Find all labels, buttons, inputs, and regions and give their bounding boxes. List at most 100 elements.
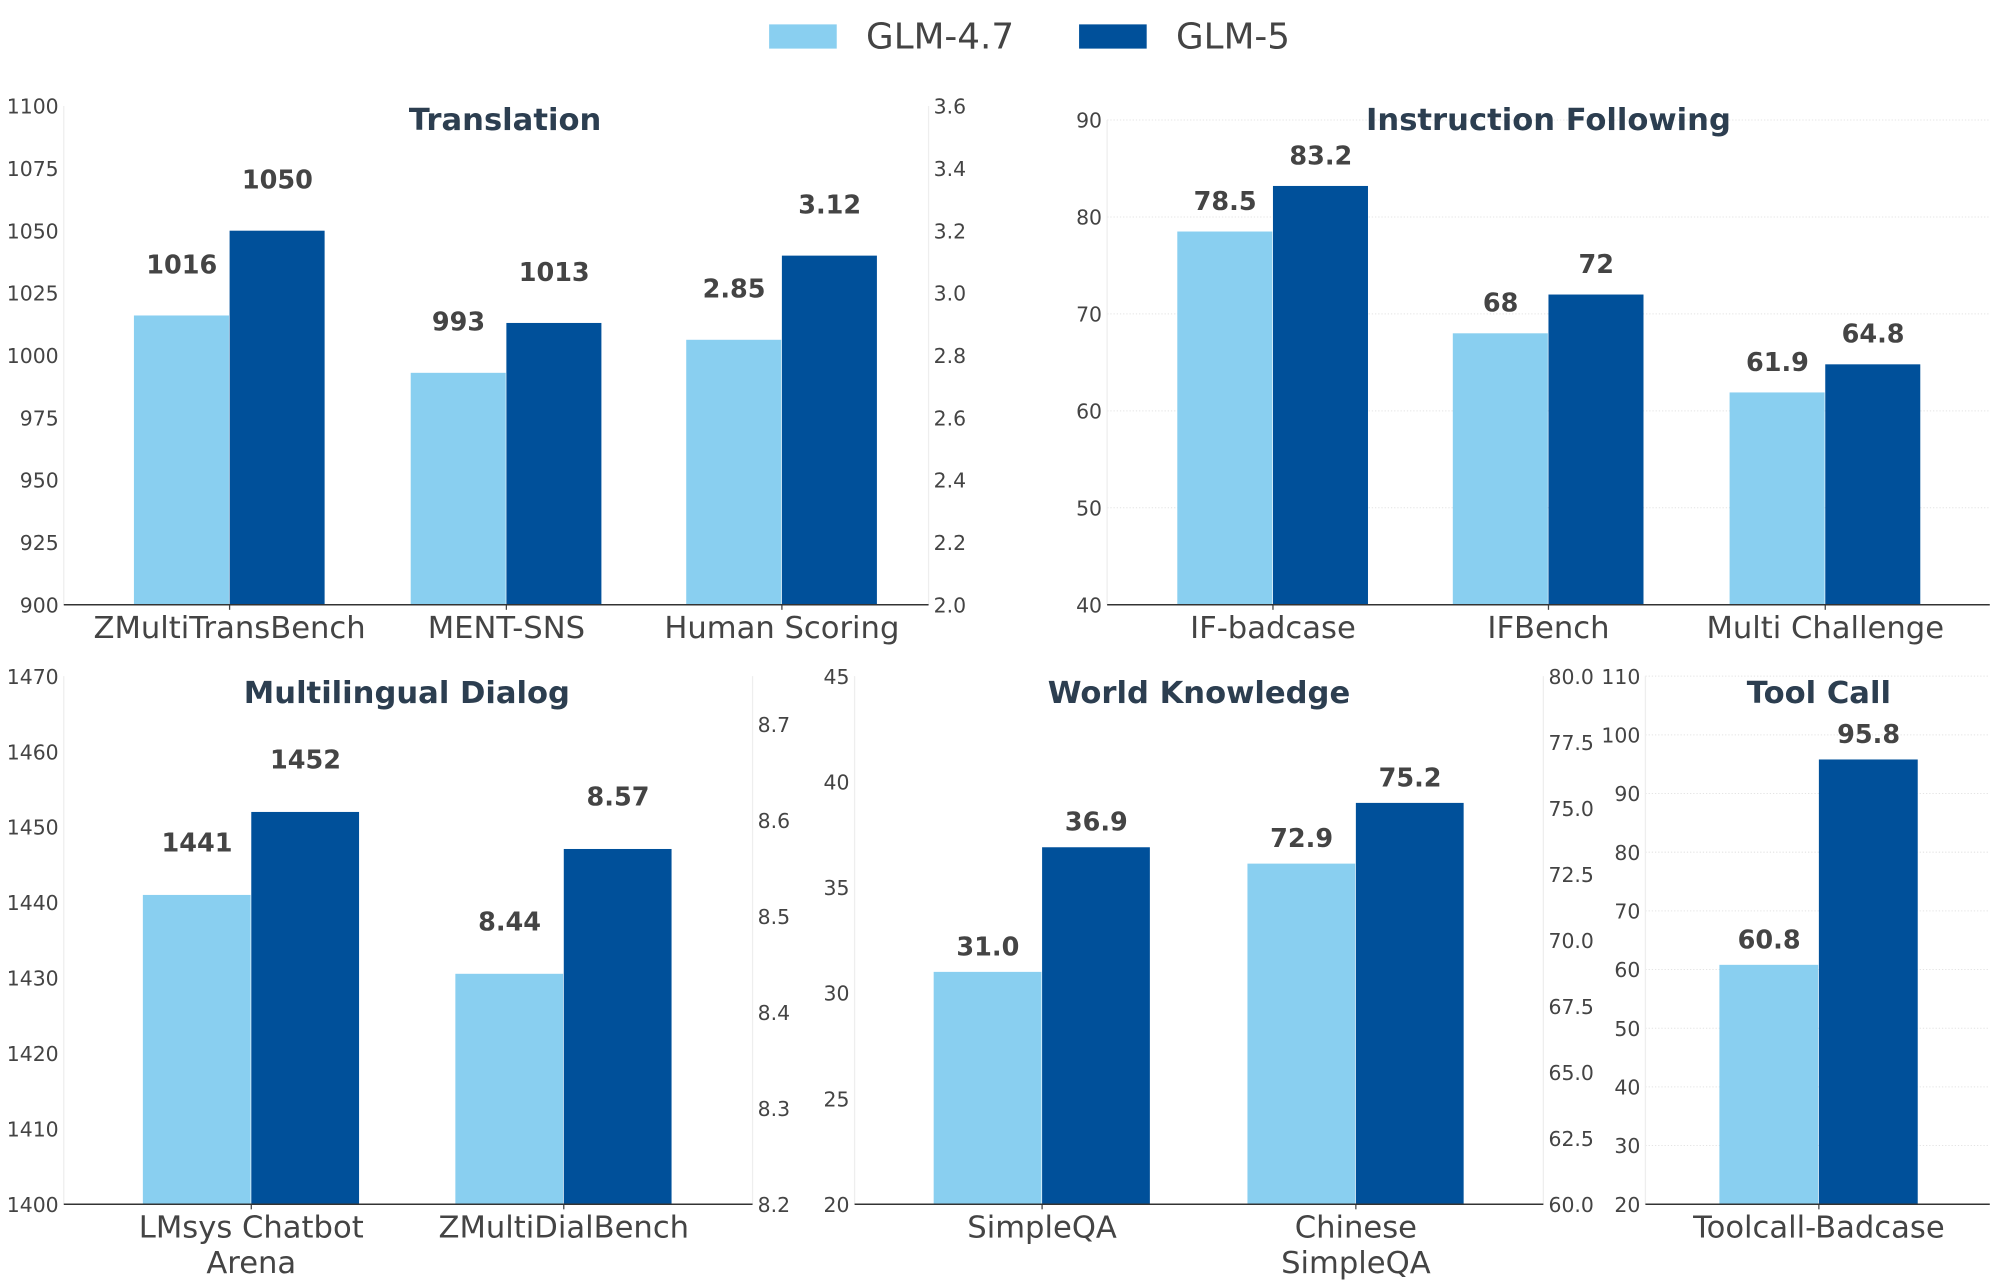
bar-value-label: 61.9 [1746,348,1809,378]
bar-value-label: 1013 [519,258,590,288]
right-tick-label: 2.4 [934,469,966,493]
bar-value-label: 31.0 [956,932,1019,962]
bar-value-label: 1016 [146,250,217,280]
left-tick-label: 1430 [7,967,59,991]
panel-tool-call: 20 30 40 50 60 70 80 90 100 110 Tool Call 60.8 95.8 T… [1601,665,1990,1245]
left-tick-label: 80 [1076,206,1102,230]
left-tick-label: 1440 [7,891,59,915]
left-tick-label: 50 [1076,496,1102,520]
bar-value-label: 2.85 [703,275,766,305]
bar-glm-4-7 [410,372,506,605]
left-tick-label: 900 [20,593,59,617]
bar-glm-5 [563,848,672,1205]
panel-title: Multilingual Dialog [244,676,570,711]
category-label-line: MENT-SNS [428,611,585,646]
bar-value-label: 1050 [242,166,313,196]
legend-swatch-glm-4-7 [769,24,837,49]
left-tick-label: 30 [1614,1134,1640,1158]
left-tick-label: 1410 [7,1117,59,1141]
right-tick-label: 3.0 [934,282,966,306]
category-label: Toolcall-Badcase [1692,1210,1945,1245]
bar-glm-4-7 [1729,392,1825,605]
category-label-line: ZMultiTransBench [94,611,366,646]
category-label: Human Scoring [664,611,899,646]
right-tick-label: 62.5 [1548,1127,1593,1151]
bar-glm-5 [1825,364,1921,605]
left-tick-label: 1460 [7,740,59,764]
bar-value-label: 36.9 [1065,808,1128,838]
left-tick-label: 60 [1076,400,1102,424]
panel-title: Translation [409,103,601,138]
legend-label-glm-5: GLM-5 [1176,17,1290,58]
right-tick-label: 67.5 [1548,995,1593,1019]
left-tick-label: 90 [1076,109,1102,133]
right-tick-label: 8.6 [758,809,790,833]
bar-value-label: 78.5 [1194,187,1257,217]
category-label-line: Multi Challenge [1706,611,1944,646]
right-tick-label: 2.6 [934,406,966,430]
category-label-line: Human Scoring [664,611,899,646]
legend: GLM-4.7 GLM-5 [769,17,1290,58]
category-label-line: Arena [206,1246,296,1281]
bar-value-label: 72.9 [1270,824,1333,854]
bar-value-label: 68 [1483,289,1519,319]
left-tick-label: 1025 [7,282,59,306]
bar-value-label: 83.2 [1289,141,1352,171]
right-tick-label: 8.7 [758,713,790,737]
bar-glm-5 [1818,759,1918,1205]
bar-glm-4-7 [455,973,564,1205]
category-label-line: IF-badcase [1190,611,1356,646]
panel-instruction-following: 40 50 60 70 80 90 Instruction Following 78.5 83.… [1076,103,1990,646]
bar-glm-4-7 [1719,964,1819,1205]
right-tick-label: 2.8 [934,344,966,368]
left-tick-label: 1000 [7,344,59,368]
bar-glm-4-7 [1177,231,1273,605]
left-tick-label: 975 [20,406,59,430]
category-label: IF-badcase [1190,611,1356,646]
left-tick-label: 20 [1614,1193,1640,1217]
right-tick-label: 3.2 [934,219,966,243]
left-tick-label: 20 [824,1193,850,1217]
panel-translation: 900 925 950 975 1000 1025 1050 1075 1100 2.0 2.2 2.… [7,95,966,646]
bar-value-label: 95.8 [1837,720,1900,750]
category-label: Multi Challenge [1706,611,1944,646]
panel-title: Instruction Following [1366,103,1731,138]
right-tick-label: 2.0 [934,593,966,617]
right-tick-label: 80.0 [1548,665,1593,689]
category-label: ZMultiTransBench [94,611,366,646]
right-tick-label: 8.4 [758,1001,790,1025]
category-label-line: Chinese [1295,1210,1417,1245]
bar-glm-5 [1042,847,1150,1205]
bar-glm-4-7 [142,894,251,1205]
left-tick-label: 45 [824,665,850,689]
right-tick-label: 3.4 [934,157,966,181]
left-tick-label: 70 [1614,900,1640,924]
bar-value-label: 8.44 [478,907,541,937]
category-label-line: Toolcall-Badcase [1692,1210,1945,1245]
left-tick-label: 30 [824,982,850,1006]
left-tick-label: 40 [1614,1076,1640,1100]
legend-swatch-glm-5 [1079,24,1147,49]
panel-title: World Knowledge [1048,676,1351,711]
bar-glm-4-7 [686,339,782,605]
left-tick-label: 1050 [7,219,59,243]
right-tick-label: 72.5 [1548,863,1593,887]
category-label-line: SimpleQA [1281,1246,1431,1281]
right-tick-label: 8.5 [758,905,790,929]
right-tick-label: 77.5 [1548,731,1593,755]
bar-value-label: 75.2 [1379,763,1442,793]
bar-glm-5 [1272,185,1368,605]
bar-value-label: 8.57 [587,783,650,813]
left-tick-label: 70 [1076,303,1102,327]
left-tick-label: 35 [824,876,850,900]
left-tick-label: 100 [1601,723,1640,747]
left-tick-label: 1450 [7,816,59,840]
panel-multilingual-dialog: 1400 1410 1420 1430 1440 1450 1460 1470 8.2 8.3 8.… [7,665,790,1281]
left-tick-label: 50 [1614,1017,1640,1041]
bar-glm-5 [1355,802,1464,1205]
bar-glm-5 [1548,294,1644,605]
bar-glm-4-7 [1452,333,1548,605]
right-tick-label: 8.3 [758,1097,790,1121]
bar-value-label: 3.12 [798,191,861,221]
